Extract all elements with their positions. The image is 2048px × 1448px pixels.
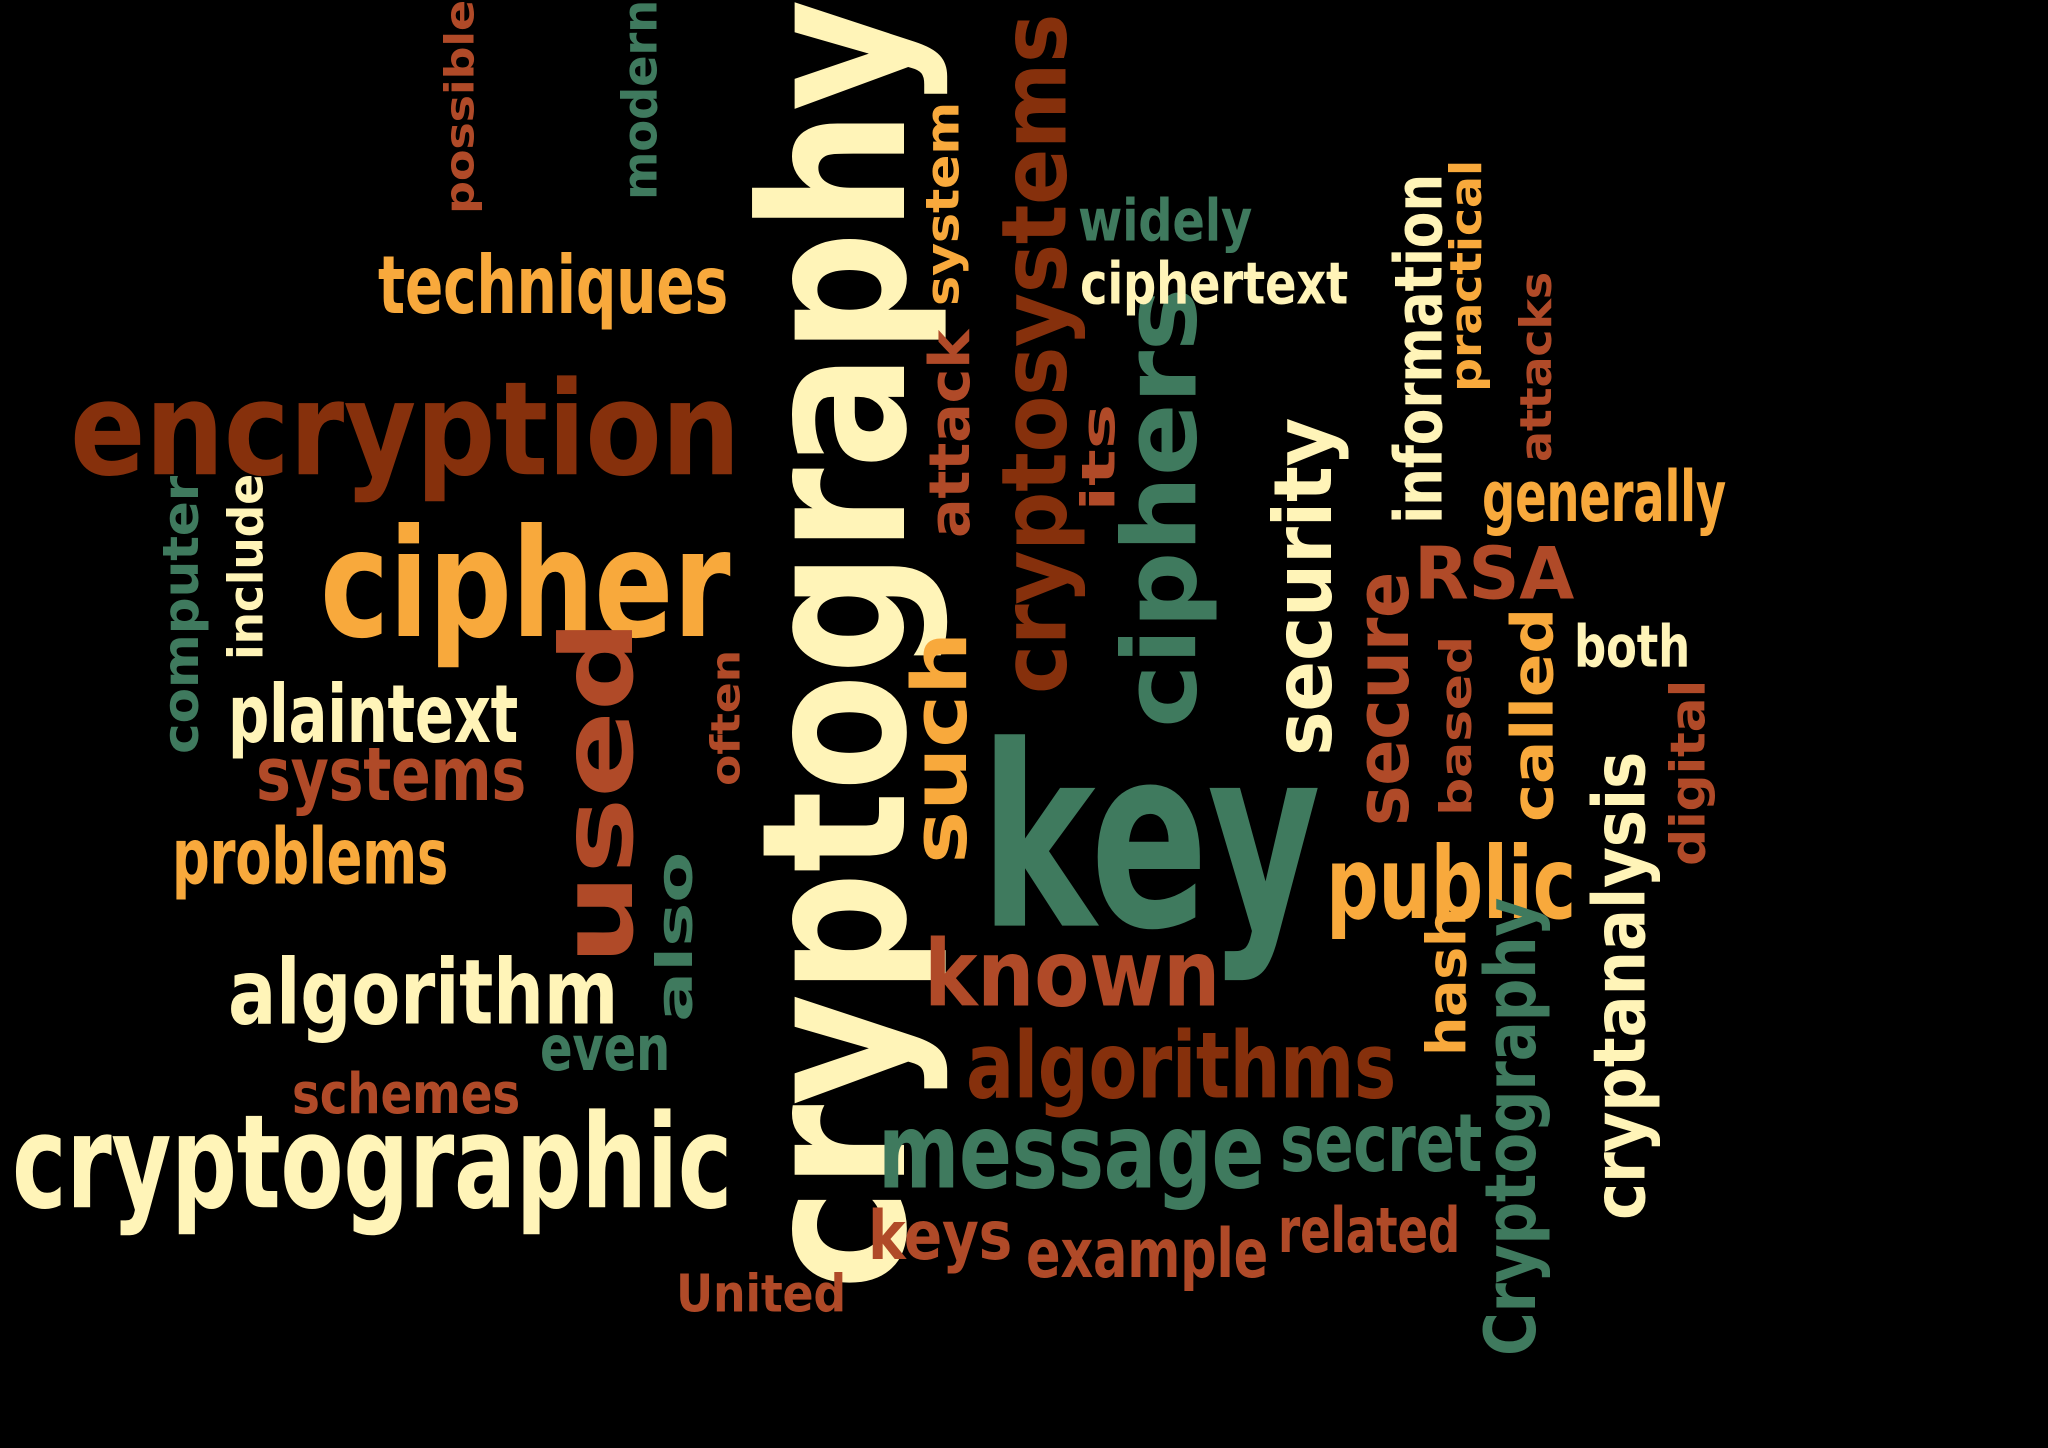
word-algorithm: algorithm	[228, 939, 618, 1046]
word-plaintext: plaintext	[228, 667, 518, 762]
word-both: both	[1574, 612, 1690, 681]
word-public: public	[1326, 825, 1576, 942]
word-schemes: schemes	[292, 1060, 520, 1127]
word-systems: systems	[256, 731, 526, 818]
word-techniques: techniques	[378, 238, 728, 333]
word-attack: attack	[916, 330, 983, 538]
word-attacks: attacks	[1510, 272, 1562, 462]
word-secret: secret	[1280, 1096, 1482, 1191]
word-related: related	[1278, 1194, 1460, 1267]
word-example: example	[1026, 1213, 1268, 1294]
word-cryptography-capital: Cryptography	[1469, 898, 1552, 1356]
word-united: United	[676, 1263, 846, 1325]
word-practical: practical	[1440, 160, 1492, 392]
word-called: called	[1498, 608, 1567, 822]
word-cryptographic: cryptographic	[12, 1086, 732, 1239]
word-such: such	[895, 632, 985, 864]
word-digital: digital	[1659, 680, 1716, 866]
word-based: based	[1430, 636, 1482, 816]
word-system: system	[915, 102, 970, 306]
word-message: message	[878, 1090, 1264, 1213]
word-include: include	[217, 474, 274, 660]
word-algorithms: algorithms	[966, 1011, 1396, 1120]
word-also: also	[645, 852, 705, 1022]
word-known: known	[924, 919, 1220, 1028]
word-modern: modern	[611, 0, 668, 200]
word-possible: possible	[436, 0, 484, 214]
word-ciphertext: ciphertext	[1080, 249, 1348, 318]
word-cryptanalysis: cryptanalysis	[1577, 752, 1662, 1220]
word-even: even	[540, 1012, 670, 1085]
word-generally: generally	[1482, 455, 1726, 538]
word-hash: hash	[1415, 908, 1479, 1056]
word-cipher: cipher	[320, 496, 731, 672]
word-keys: keys	[868, 1195, 1012, 1276]
word-key: key	[980, 691, 1321, 987]
word-used: used	[539, 620, 656, 965]
word-often: often	[702, 650, 750, 786]
word-widely: widely	[1078, 186, 1252, 255]
word-its: its	[1071, 404, 1126, 512]
word-security: security	[1256, 418, 1351, 756]
word-problems: problems	[172, 810, 448, 903]
word-cryptosystems: cryptosystems	[981, 14, 1088, 695]
word-rsa: RSA	[1414, 531, 1574, 616]
word-computer: computer	[151, 476, 211, 754]
word-encryption: encryption	[70, 353, 741, 506]
word-secure: secure	[1339, 572, 1426, 826]
